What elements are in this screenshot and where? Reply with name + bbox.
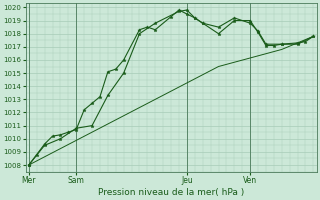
X-axis label: Pression niveau de la mer( hPa ): Pression niveau de la mer( hPa ) <box>98 188 244 197</box>
